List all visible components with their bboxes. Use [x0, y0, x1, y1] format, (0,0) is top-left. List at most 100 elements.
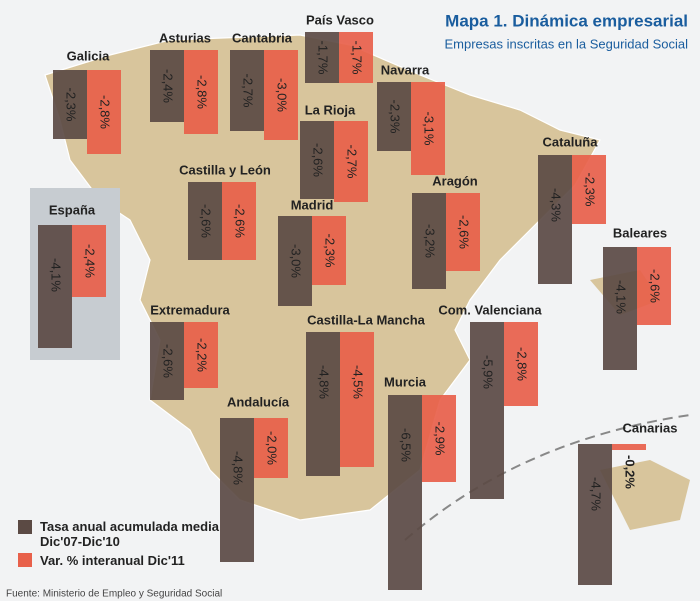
region-label: España — [49, 202, 96, 217]
value-label: -2,4% — [83, 244, 98, 278]
region-label: Extremadura — [150, 302, 230, 317]
source: Fuente: Ministerio de Empleo y Seguridad… — [6, 589, 222, 600]
bar — [306, 332, 340, 476]
legend-swatch — [18, 520, 32, 534]
value-label: -5,9% — [481, 355, 496, 389]
value-label: -4,8% — [231, 451, 246, 485]
value-label: -2,3% — [64, 88, 79, 122]
region-label: Galicia — [67, 48, 110, 63]
value-label: -2,6% — [161, 344, 176, 378]
value-label: -4,3% — [549, 188, 564, 222]
subtitle: Empresas inscritas en la Seguridad Socia… — [444, 36, 688, 51]
value-label: -2,0% — [265, 431, 280, 465]
value-label: -3,2% — [423, 224, 438, 258]
legend-swatch — [18, 553, 32, 567]
region-label: Canarias — [623, 420, 678, 435]
bar — [278, 216, 312, 306]
bar — [38, 225, 72, 348]
bar — [230, 50, 264, 131]
value-label: -3,0% — [289, 244, 304, 278]
separator — [404, 414, 691, 541]
value-label: -2,4% — [161, 69, 176, 103]
bar — [87, 70, 121, 154]
value-label: -2,6% — [199, 204, 214, 238]
region-label: Cataluña — [543, 134, 599, 149]
bar — [637, 247, 671, 325]
bar — [340, 332, 374, 467]
legend-label: Var. % interanual Dic'11 — [40, 553, 185, 568]
bar — [72, 225, 106, 297]
value-label: -2,8% — [195, 75, 210, 109]
region-label: Madrid — [291, 197, 334, 212]
bar — [446, 193, 480, 271]
value-label: -2,6% — [457, 215, 472, 249]
bar — [603, 247, 637, 370]
value-label: -2,3% — [323, 234, 338, 268]
bar — [188, 182, 222, 260]
value-label: -2,3% — [583, 173, 598, 207]
bar — [312, 216, 346, 285]
bar — [538, 155, 572, 284]
value-label: -4,1% — [49, 258, 64, 292]
value-label: -2,6% — [233, 204, 248, 238]
region-label: Castilla y León — [179, 162, 271, 177]
bar — [150, 50, 184, 122]
bar — [150, 322, 184, 400]
bar — [388, 395, 422, 590]
legend-label: Tasa anual acumulada media Dic'07-Dic'10 — [40, 519, 219, 549]
value-label: -2,6% — [311, 143, 326, 177]
bar — [578, 444, 612, 585]
value-label: -0,2% — [623, 455, 638, 489]
value-label: -2,2% — [195, 338, 210, 372]
region-label: Navarra — [381, 62, 430, 77]
bar — [411, 82, 445, 175]
title: Mapa 1. Dinámica empresarial — [445, 11, 688, 30]
value-label: -6,5% — [399, 428, 414, 462]
value-label: -2,3% — [388, 100, 403, 134]
bar — [339, 32, 373, 83]
bar — [222, 182, 256, 260]
island — [600, 460, 690, 530]
value-label: -1,7% — [316, 41, 331, 75]
bar — [264, 50, 298, 140]
value-label: -4,1% — [614, 280, 629, 314]
value-label: -2,7% — [345, 145, 360, 179]
region-label: Baleares — [613, 225, 667, 240]
value-label: -4,7% — [589, 477, 604, 511]
value-label: -1,7% — [350, 41, 365, 75]
bar — [612, 444, 646, 450]
region-label: Aragón — [432, 173, 478, 188]
value-label: -2,6% — [648, 269, 663, 303]
value-label: -2,9% — [433, 422, 448, 456]
value-label: -4,8% — [317, 365, 332, 399]
region-label: Castilla-La Mancha — [307, 312, 426, 327]
bar — [220, 418, 254, 562]
bar — [504, 322, 538, 406]
bar — [334, 121, 368, 202]
region-label: País Vasco — [306, 12, 374, 27]
region-label: Asturias — [159, 30, 211, 45]
value-label: -2,7% — [241, 74, 256, 108]
bar — [184, 50, 218, 134]
region-label: La Rioja — [305, 102, 356, 117]
bar — [305, 32, 339, 83]
bar — [53, 70, 87, 139]
value-label: -3,0% — [275, 78, 290, 112]
value-label: -2,8% — [515, 347, 530, 381]
bar — [377, 82, 411, 151]
region-label: Cantabria — [232, 30, 293, 45]
region-label: Andalucía — [227, 394, 290, 409]
bar — [300, 121, 334, 199]
bar — [184, 322, 218, 388]
bar — [254, 418, 288, 478]
bar — [470, 322, 504, 499]
bar — [422, 395, 456, 482]
region-label: Murcia — [384, 374, 427, 389]
bar — [572, 155, 606, 224]
bar — [412, 193, 446, 289]
value-label: -4,5% — [351, 365, 366, 399]
region-label: Com. Valenciana — [438, 302, 542, 317]
value-label: -2,8% — [98, 95, 113, 129]
